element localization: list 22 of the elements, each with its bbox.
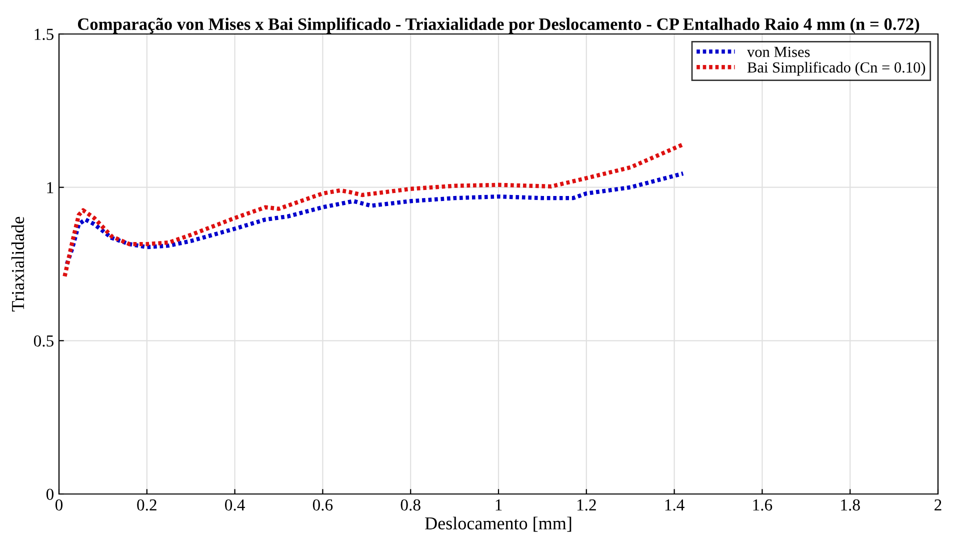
x-tick-label: 0.8 [400,499,420,511]
line-series [64,171,686,266]
y-tick-label: 1.5 [34,28,54,40]
x-tick-label: 0.4 [225,499,245,511]
x-tick-label: 1.6 [753,499,772,511]
x-tick-label: 2 [934,499,942,510]
x-tick-label: 0.6 [312,499,333,511]
x-tick-label: 1.2 [577,499,596,511]
y-axis-title: Triaxialidade [11,216,24,312]
x-tick-label: 0 [55,499,63,511]
legend-label: Bai Simplificado (Cn = 0.10) [747,62,926,76]
y-tick-label: 1 [47,182,54,194]
y-tick-label: 0 [46,488,54,500]
chart-title: Comparação von Mises x Bai Simplificado - Triaxialidade por Deslocamento - CP Entalhado Raio 4 mm (n = 0.72) [78,18,920,34]
x-tick-label: 1 [496,499,502,510]
x-tick-label: 0.2 [137,499,156,511]
y-tick-label: 0.5 [34,335,54,347]
legend-label: von Mises [747,46,810,58]
x-axis-title: Deslocamento [mm] [425,516,572,532]
x-tick-label: 1.4 [665,499,684,511]
x-tick-label: 1.8 [841,499,860,511]
line-series [62,142,686,278]
